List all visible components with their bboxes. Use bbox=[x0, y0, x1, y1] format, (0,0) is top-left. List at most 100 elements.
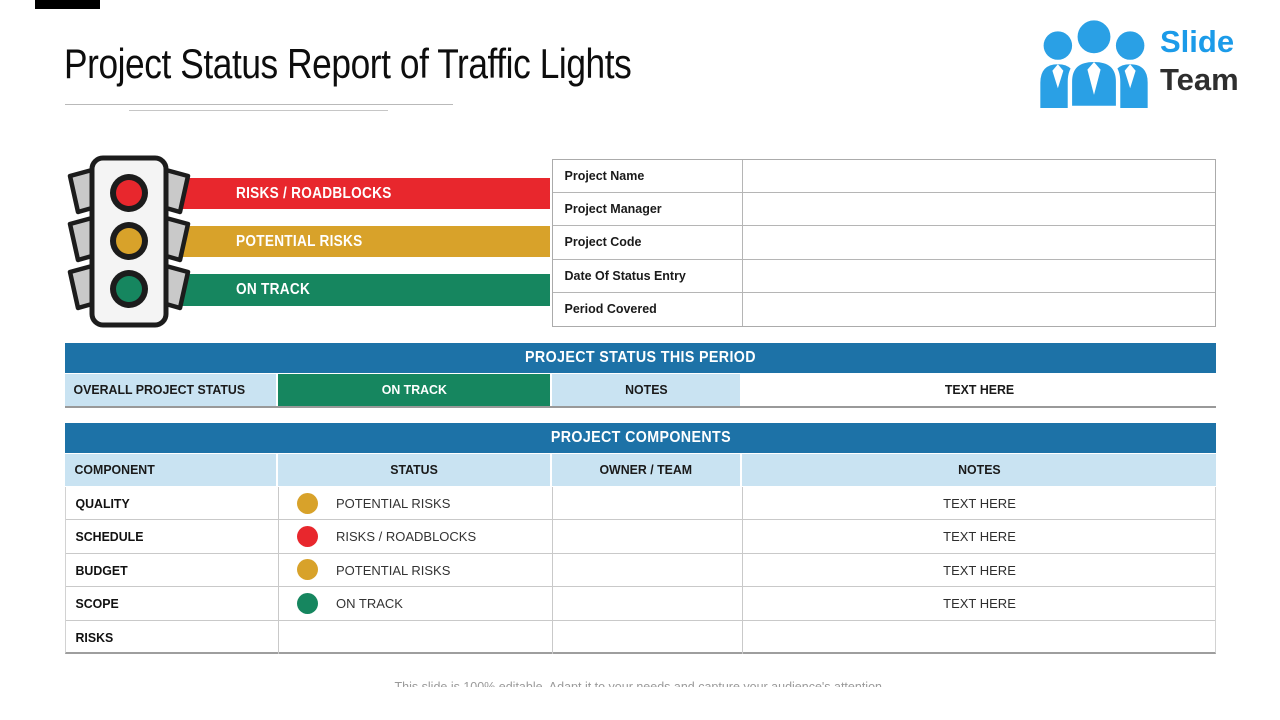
overall-status-value-cell[interactable]: ON TRACK bbox=[278, 374, 550, 406]
col-header-status: STATUS bbox=[278, 454, 550, 486]
grid-line bbox=[552, 553, 553, 587]
component-name-cell: RISKS bbox=[75, 629, 114, 645]
project-info-row: Date Of Status Entry bbox=[553, 259, 1215, 293]
component-name-cell: SCOPE bbox=[75, 596, 119, 612]
project-info-value[interactable] bbox=[748, 226, 1211, 258]
components-table-body: QUALITY POTENTIAL RISKS TEXT HERE SCHEDU… bbox=[65, 487, 1216, 654]
overall-status-value: ON TRACK bbox=[381, 382, 447, 397]
component-owner-cell[interactable] bbox=[552, 554, 742, 586]
component-name-cell: QUALITY bbox=[75, 496, 130, 511]
project-info-value[interactable] bbox=[748, 260, 1211, 292]
component-status-text: ON TRACK bbox=[336, 596, 403, 612]
legend-banner-ontrack: ON TRACK bbox=[170, 274, 550, 306]
project-info-value[interactable] bbox=[748, 293, 1211, 326]
status-dot-icon bbox=[297, 492, 318, 514]
grid-line bbox=[742, 620, 743, 654]
component-owner-cell[interactable] bbox=[552, 520, 742, 552]
status-notes-value-cell[interactable]: TEXT HERE bbox=[742, 374, 1216, 406]
footer-note: This slide is 100% editable. Adapt it to… bbox=[394, 680, 886, 687]
status-period-header: PROJECT STATUS THIS PERIOD bbox=[65, 343, 1216, 373]
overall-status-label-cell: OVERALL PROJECT STATUS bbox=[65, 374, 276, 406]
status-notes-label: NOTES bbox=[624, 382, 668, 397]
component-status-text: POTENTIAL RISKS bbox=[336, 496, 451, 511]
logo-text-team: Team bbox=[1160, 62, 1239, 97]
component-owner-cell[interactable] bbox=[552, 487, 742, 519]
col-header-owner: OWNER / TEAM bbox=[552, 454, 740, 486]
project-info-label: Project Manager bbox=[564, 201, 662, 217]
footer-note-clip: This slide is 100% editable. Adapt it to… bbox=[0, 678, 1280, 687]
grid-line bbox=[742, 520, 743, 553]
project-info-row: Period Covered bbox=[553, 292, 1215, 326]
project-info-row: Project Name bbox=[553, 160, 1215, 194]
project-info-value[interactable] bbox=[748, 193, 1211, 225]
component-row: SCHEDULE RISKS / ROADBLOCKS TEXT HERE bbox=[66, 520, 1215, 554]
component-row: RISKS bbox=[66, 620, 1217, 654]
legend-label-risks: RISKS / ROADBLOCKS bbox=[236, 185, 392, 202]
info-column-divider bbox=[742, 193, 743, 226]
grid-line bbox=[742, 587, 743, 620]
project-info-row: Project Code bbox=[553, 226, 1215, 260]
component-owner-cell[interactable] bbox=[552, 587, 742, 619]
component-row: BUDGET POTENTIAL RISKS TEXT HERE bbox=[66, 553, 1215, 588]
status-dot-icon bbox=[297, 526, 318, 548]
status-row-divider bbox=[65, 406, 1216, 408]
component-status-text: RISKS / ROADBLOCKS bbox=[336, 529, 477, 545]
info-column-divider bbox=[742, 292, 743, 326]
page-title: Project Status Report of Traffic Lights bbox=[64, 40, 632, 87]
project-info-label: Date Of Status Entry bbox=[564, 267, 686, 283]
info-column-divider bbox=[742, 259, 743, 292]
component-notes-cell[interactable]: TEXT HERE bbox=[943, 529, 1016, 545]
grid-line bbox=[278, 587, 279, 620]
component-notes-cell[interactable]: TEXT HERE bbox=[943, 496, 1016, 511]
status-dot-icon bbox=[297, 592, 318, 614]
legend-banner-risks: RISKS / ROADBLOCKS bbox=[170, 178, 550, 209]
legend-label-potential: POTENTIAL RISKS bbox=[236, 233, 363, 250]
info-column-divider bbox=[742, 226, 743, 259]
status-dot-icon bbox=[297, 559, 318, 581]
components-title: PROJECT COMPONENTS bbox=[550, 429, 731, 446]
project-info-value[interactable] bbox=[748, 160, 1211, 192]
grid-line bbox=[552, 587, 553, 620]
grid-line bbox=[278, 520, 279, 553]
legend-label-ontrack: ON TRACK bbox=[236, 281, 311, 298]
top-crop-bar bbox=[35, 0, 100, 9]
component-owner-cell[interactable] bbox=[552, 621, 742, 654]
status-notes-value: TEXT HERE bbox=[944, 382, 1014, 397]
grid-line bbox=[278, 487, 279, 520]
grid-line bbox=[552, 487, 553, 520]
title-underline-1 bbox=[65, 104, 453, 105]
team-people-icon bbox=[1040, 16, 1148, 111]
info-column-divider bbox=[742, 160, 743, 193]
component-name-cell: BUDGET bbox=[75, 562, 128, 578]
component-status-cell[interactable]: RISKS / ROADBLOCKS bbox=[278, 520, 552, 552]
component-status-cell[interactable]: POTENTIAL RISKS bbox=[278, 554, 552, 586]
component-notes-cell[interactable] bbox=[742, 621, 1217, 654]
grid-line bbox=[552, 520, 553, 553]
component-name-cell: SCHEDULE bbox=[75, 529, 144, 545]
brand-logo: Slide Team bbox=[1035, 16, 1265, 112]
component-status-cell[interactable] bbox=[278, 621, 552, 654]
components-header-bar: PROJECT COMPONENTS bbox=[65, 423, 1216, 453]
grid-line bbox=[278, 620, 279, 654]
status-notes-label-cell: NOTES bbox=[552, 374, 740, 406]
project-info-row: Project Manager bbox=[553, 193, 1215, 227]
component-notes-cell[interactable]: TEXT HERE bbox=[943, 596, 1016, 612]
component-status-text: POTENTIAL RISKS bbox=[336, 562, 451, 578]
status-period-title: PROJECT STATUS THIS PERIOD bbox=[525, 349, 756, 366]
col-header-component: COMPONENT bbox=[65, 454, 276, 486]
title-underline-2 bbox=[129, 110, 388, 111]
component-row: SCOPE ON TRACK TEXT HERE bbox=[66, 587, 1215, 621]
legend-banner-potential: POTENTIAL RISKS bbox=[170, 226, 550, 257]
grid-line bbox=[552, 620, 553, 654]
grid-line bbox=[742, 487, 743, 520]
traffic-light-icon bbox=[67, 155, 191, 328]
project-info-label: Period Covered bbox=[564, 300, 657, 316]
project-info-label: Project Code bbox=[564, 234, 642, 250]
grid-line bbox=[742, 553, 743, 587]
project-info-label: Project Name bbox=[564, 168, 645, 183]
component-status-cell[interactable]: POTENTIAL RISKS bbox=[278, 487, 552, 519]
component-status-cell[interactable]: ON TRACK bbox=[278, 587, 552, 619]
component-notes-cell[interactable]: TEXT HERE bbox=[943, 562, 1016, 578]
overall-status-label: OVERALL PROJECT STATUS bbox=[73, 382, 246, 397]
